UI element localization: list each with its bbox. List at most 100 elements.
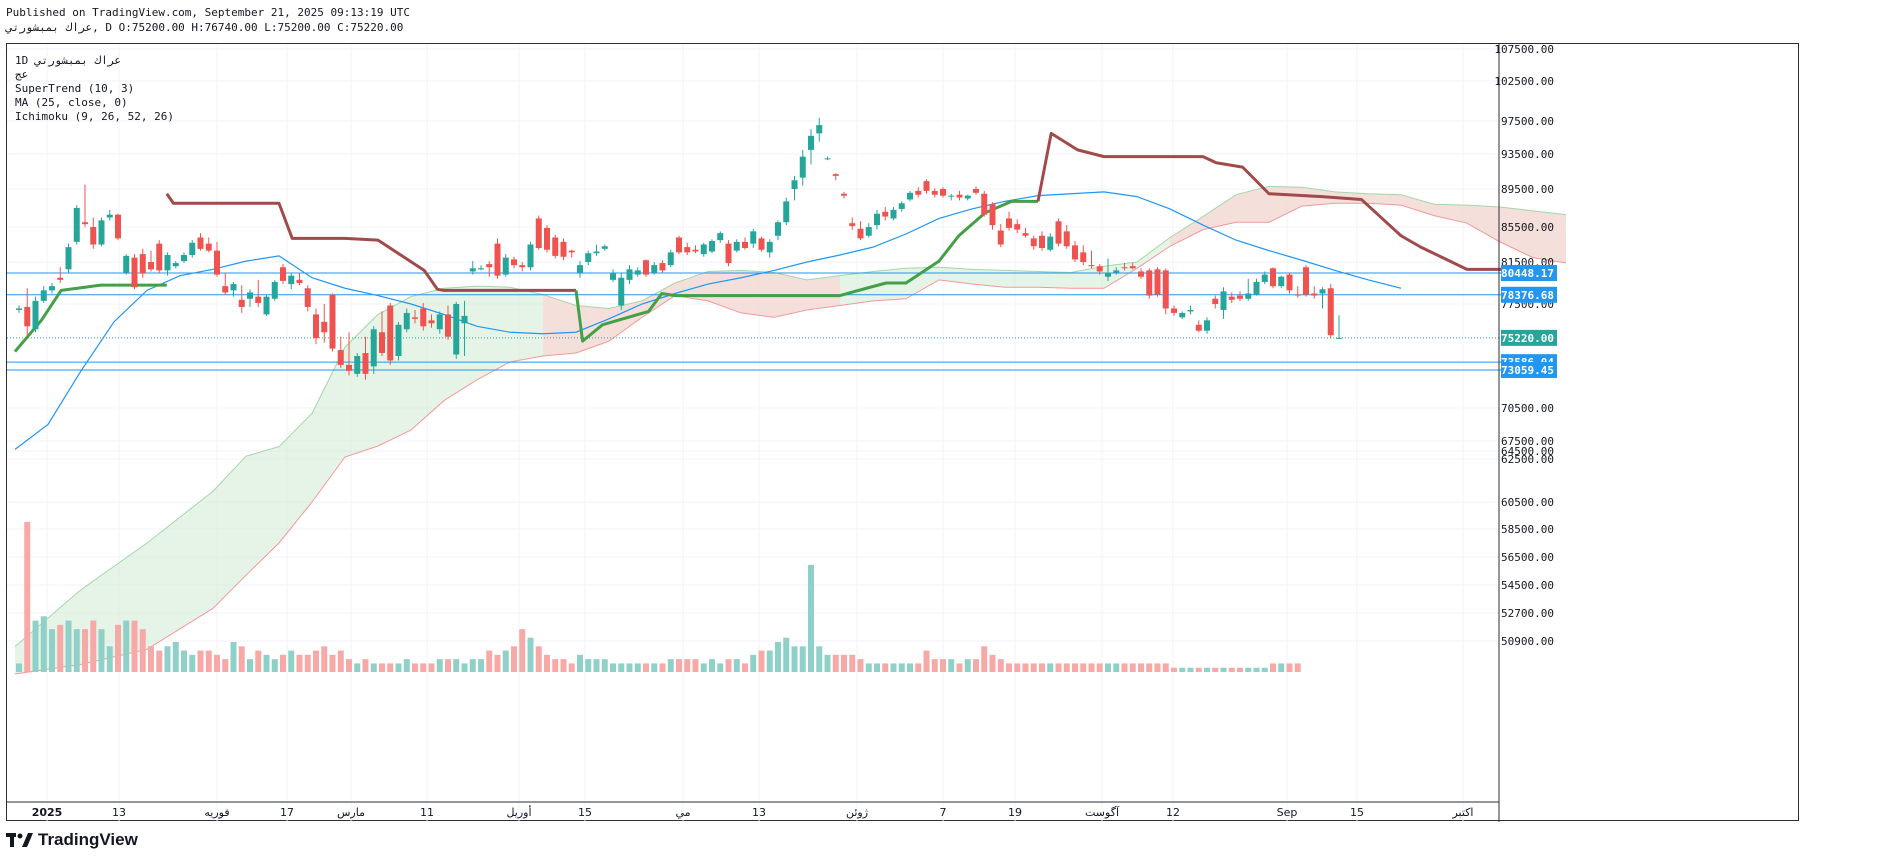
price-chart[interactable]: 107500.00 102500.00 97500.00 93500.00 89500.…	[7, 44, 1800, 822]
candle-27	[238, 285, 245, 313]
y-tick-label-15: 54500.00	[1501, 579, 1554, 592]
volume-bar-125	[1047, 663, 1054, 672]
y-tick-label-13: 58500.00	[1501, 523, 1554, 536]
candle-52	[445, 305, 451, 340]
volume-bar-35	[304, 654, 311, 672]
y-tick-label-4: 89500.00	[1501, 183, 1554, 196]
candle-78	[659, 260, 666, 273]
candle-76	[643, 259, 649, 277]
volume-bar-57	[486, 650, 493, 672]
candle-41	[354, 353, 361, 377]
legend-ichimoku[interactable]: Ichimoku (9, 26, 52, 26)	[15, 110, 174, 123]
volume-bar-50	[428, 663, 435, 672]
candle-119	[997, 224, 1004, 248]
published-info: Published on TradingView.com, September …	[6, 6, 410, 19]
candle-22	[197, 233, 204, 251]
candle-40	[346, 332, 352, 376]
candle-86	[725, 240, 732, 267]
volume-bar-8	[82, 629, 88, 672]
x-tick-label-0: 2025	[32, 806, 63, 819]
y-tick-label-0: 107500.00	[1494, 44, 1554, 56]
volume-bar-12	[115, 624, 121, 672]
candle-45	[387, 302, 394, 365]
candle-134	[1121, 263, 1128, 271]
candle-122	[1022, 227, 1029, 238]
volume-bar-146	[1220, 667, 1227, 672]
y-tick-label-1: 102500.00	[1494, 75, 1554, 88]
candle-38	[329, 293, 336, 352]
candle-123	[1030, 235, 1037, 250]
volume-bar-71	[601, 659, 608, 672]
volume-bar-152	[1270, 663, 1276, 672]
volume-bar-63	[535, 646, 542, 672]
candle-67	[568, 249, 575, 258]
candle-99	[832, 173, 839, 181]
candle-69	[585, 250, 592, 266]
volume-bar-81	[684, 659, 691, 672]
volume-bar-118	[989, 654, 996, 672]
volume-bar-142	[1187, 667, 1194, 672]
volume-bar-55	[469, 659, 476, 672]
volume-bar-11	[106, 646, 113, 672]
y-tick-label-16: 52700.00	[1501, 607, 1554, 620]
volume-bar-1	[24, 522, 31, 672]
candle-113	[948, 193, 955, 201]
candle-75	[634, 267, 641, 277]
volume-bar-83	[700, 663, 707, 672]
volume-bar-3	[40, 616, 47, 672]
candle-120	[1006, 211, 1012, 231]
candle-61	[519, 262, 526, 272]
volume-bar-95	[799, 646, 806, 672]
legend-supertrend[interactable]: SuperTrend (10, 3)	[15, 82, 135, 95]
candle-156	[1303, 265, 1309, 297]
volume-bar-39	[337, 650, 344, 672]
volume-bar-106	[890, 663, 897, 672]
candle-43	[370, 326, 377, 374]
volume-bar-135	[1129, 663, 1136, 672]
candle-30	[263, 294, 270, 316]
candle-87	[733, 239, 740, 253]
volume-bar-0	[16, 663, 22, 672]
volume-bar-85	[717, 663, 724, 672]
svg-text:80448.17: 80448.17	[1501, 267, 1554, 280]
legend-ma[interactable]: MA (25, close, 0)	[15, 96, 128, 109]
candle-25	[222, 272, 229, 295]
candle-28	[247, 289, 253, 307]
volume-bar-27	[238, 646, 245, 672]
volume-bar-130	[1088, 663, 1095, 672]
candle-65	[552, 234, 559, 259]
candle-32	[280, 264, 286, 285]
volume-bar-147	[1228, 667, 1235, 672]
candle-21	[189, 240, 196, 258]
candle-70	[593, 244, 600, 256]
volume-bar-144	[1204, 667, 1210, 672]
volume-bar-72	[610, 663, 616, 672]
volume-bar-77	[651, 663, 658, 672]
candle-141	[1179, 311, 1186, 319]
volume-bar-17	[156, 650, 163, 672]
chart-frame[interactable]: 107500.00 102500.00 97500.00 93500.00 89500.…	[6, 43, 1800, 822]
x-tick-label-10: ژوئن	[846, 806, 868, 819]
tradingview-logo[interactable]: TradingView	[6, 830, 138, 850]
volume-bar-127	[1063, 663, 1070, 672]
x-tick-label-14: 12	[1166, 806, 1180, 819]
candle-89	[750, 228, 757, 248]
candle-74	[626, 265, 633, 285]
volume-bar-122	[1022, 663, 1029, 672]
volume-bar-104	[874, 663, 880, 672]
volume-bar-18	[164, 646, 171, 672]
candle-88	[742, 237, 748, 250]
svg-text:78376.68: 78376.68	[1501, 289, 1554, 302]
candle-151	[1261, 271, 1268, 285]
candle-55	[469, 261, 476, 275]
candle-80	[676, 235, 682, 255]
candle-19	[172, 261, 179, 269]
volume-bar-4	[49, 629, 55, 672]
x-tick-label-1: 13	[112, 806, 126, 819]
y-tick-label-3: 93500.00	[1501, 148, 1554, 161]
candle-66	[560, 238, 567, 261]
candle-71	[601, 244, 608, 251]
volume-bar-32	[280, 654, 286, 672]
candle-10	[98, 217, 105, 247]
x-tick-label-4: مارس	[337, 806, 365, 819]
